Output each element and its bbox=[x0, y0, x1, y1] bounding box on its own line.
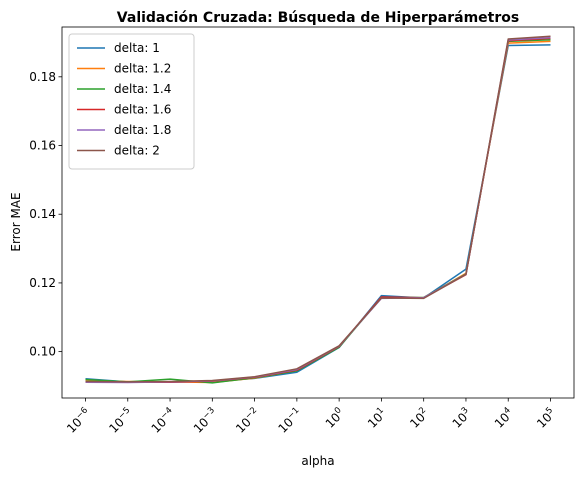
y-tick-label: 0.18 bbox=[29, 70, 56, 84]
y-tick-label: 0.16 bbox=[29, 139, 56, 153]
y-tick-label: 0.12 bbox=[29, 276, 56, 290]
plot-frame bbox=[61, 26, 575, 399]
legend-label: delta: 1 bbox=[114, 41, 160, 55]
legend: delta: 1 delta: 1.2 delta: 1.4 delta: 1.6 de… bbox=[68, 33, 195, 170]
legend-label: delta: 1.6 bbox=[114, 103, 171, 117]
y-tick-label: 0.14 bbox=[29, 207, 56, 221]
legend-label: delta: 1.2 bbox=[114, 62, 171, 76]
legend-label: delta: 2 bbox=[114, 144, 160, 158]
chart-title: Validación Cruzada: Búsqueda de Hiperpar… bbox=[117, 10, 519, 26]
series-line bbox=[85, 35, 551, 383]
legend-label: delta: 1.8 bbox=[114, 123, 171, 137]
series-lines bbox=[85, 35, 551, 384]
legend-label: delta: 1.4 bbox=[114, 82, 171, 96]
x-axis-label: alpha bbox=[301, 454, 334, 468]
y-tick-label: 0.10 bbox=[29, 345, 56, 359]
y-axis-label: Error MAE bbox=[9, 192, 23, 251]
